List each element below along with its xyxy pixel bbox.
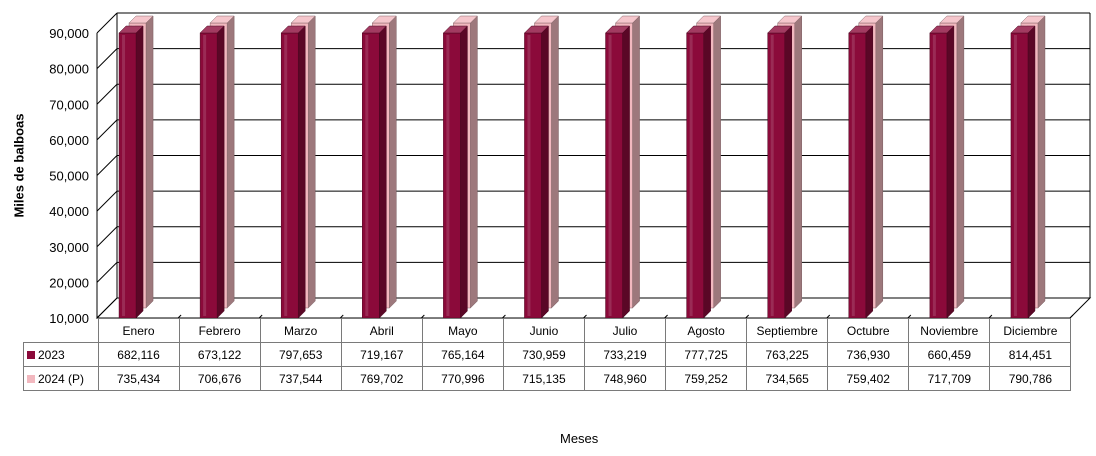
category-label: Octubre xyxy=(827,318,910,343)
table-cell-value: 673,122 xyxy=(178,342,261,367)
category-label: Diciembre xyxy=(989,318,1072,343)
y-tick-label: 30,000 xyxy=(49,240,89,255)
category-label: Febrero xyxy=(178,318,261,343)
series-label-2024: 2024 (P) xyxy=(23,366,99,391)
table-cell-value: 769,702 xyxy=(340,366,423,391)
table-cell-value: 777,725 xyxy=(665,342,748,367)
category-label: Julio xyxy=(583,318,667,343)
bar-2023-agosto xyxy=(686,25,712,319)
table-row-series-2023: 2023 682,116 673,122 797,653 719,167 765,164… xyxy=(23,342,1072,367)
category-label: Septiembre xyxy=(746,318,829,343)
y-tick-label: 60,000 xyxy=(49,133,89,148)
table-corner xyxy=(24,319,99,343)
y-tick-label: 10,000 xyxy=(49,311,89,326)
y-tick-label: 50,000 xyxy=(49,169,89,184)
table-cell-value: 730,959 xyxy=(502,342,585,367)
bar-2023-junio xyxy=(523,25,550,319)
table-cell-value: 763,225 xyxy=(746,342,829,367)
table-cell-value: 735,434 xyxy=(97,366,180,391)
legend-swatch-2023 xyxy=(27,351,35,360)
table-cell-value: 706,676 xyxy=(178,366,261,391)
table-header-row: Enero Febrero Marzo Abril Mayo Junio Julio Agos… xyxy=(24,318,1072,343)
bar-2023-diciembre xyxy=(1010,25,1036,319)
y-axis-ticks: 10,000 20,000 30,000 40,000 50,000 60,000 70,0… xyxy=(49,26,89,326)
table-cell-value: 797,653 xyxy=(259,342,342,367)
y-tick-label: 80,000 xyxy=(49,62,89,77)
category-label: Mayo xyxy=(421,318,504,343)
table-cell-value: 660,459 xyxy=(908,342,991,367)
table-cell-value: 759,252 xyxy=(665,366,748,391)
table-cell-value: 748,960 xyxy=(583,366,667,391)
table-cell-value: 814,451 xyxy=(989,342,1072,367)
data-table: Enero Febrero Marzo Abril Mayo Junio Julio Agos… xyxy=(23,318,1072,391)
table-cell-value: 765,164 xyxy=(421,342,504,367)
category-label: Agosto xyxy=(665,318,748,343)
bar-2023-julio xyxy=(604,25,631,319)
table-row-series-2024: 2024 (P) 735,434 706,676 737,544 769,702 770… xyxy=(23,366,1072,391)
y-tick-label: 70,000 xyxy=(49,97,89,112)
gridlines xyxy=(95,12,1092,319)
table-cell-value: 736,930 xyxy=(827,342,910,367)
x-axis-title: Meses xyxy=(560,431,599,446)
table-cell-value: 719,167 xyxy=(340,342,423,367)
bar-2023-noviembre xyxy=(929,25,955,319)
bar-2023-febrero xyxy=(199,25,225,319)
series-label-2023: 2023 xyxy=(23,342,99,367)
table-cell-value: 770,996 xyxy=(421,366,504,391)
y-tick-label: 40,000 xyxy=(49,204,89,219)
bar-2023-septiembre xyxy=(767,25,793,319)
bars xyxy=(118,15,1046,319)
category-label: Abril xyxy=(340,318,423,343)
table-cell-value: 737,544 xyxy=(259,366,342,391)
category-label: Noviembre xyxy=(908,318,991,343)
table-cell-value: 682,116 xyxy=(97,342,180,367)
bar-2023-octubre xyxy=(848,25,874,319)
table-cell-value: 717,709 xyxy=(908,366,991,391)
category-label: Marzo xyxy=(259,318,342,343)
table-cell-value: 759,402 xyxy=(827,366,910,391)
table-cell-value: 733,219 xyxy=(583,342,667,367)
bar-2023-enero xyxy=(118,25,144,319)
category-label: Junio xyxy=(502,318,585,343)
bar-2023-marzo xyxy=(280,25,306,319)
y-axis-title: Miles de balboas xyxy=(11,112,27,218)
y-tick-label: 20,000 xyxy=(49,275,89,290)
table-cell-value: 715,135 xyxy=(502,366,585,391)
bar-2023-mayo xyxy=(442,25,468,319)
y-tick-label: 90,000 xyxy=(49,26,89,41)
table-cell-value: 790,786 xyxy=(989,366,1072,391)
category-label: Enero xyxy=(97,318,180,343)
bar-2023-abril xyxy=(361,25,387,319)
legend-swatch-2024 xyxy=(27,375,35,384)
table-cell-value: 734,565 xyxy=(746,366,829,391)
